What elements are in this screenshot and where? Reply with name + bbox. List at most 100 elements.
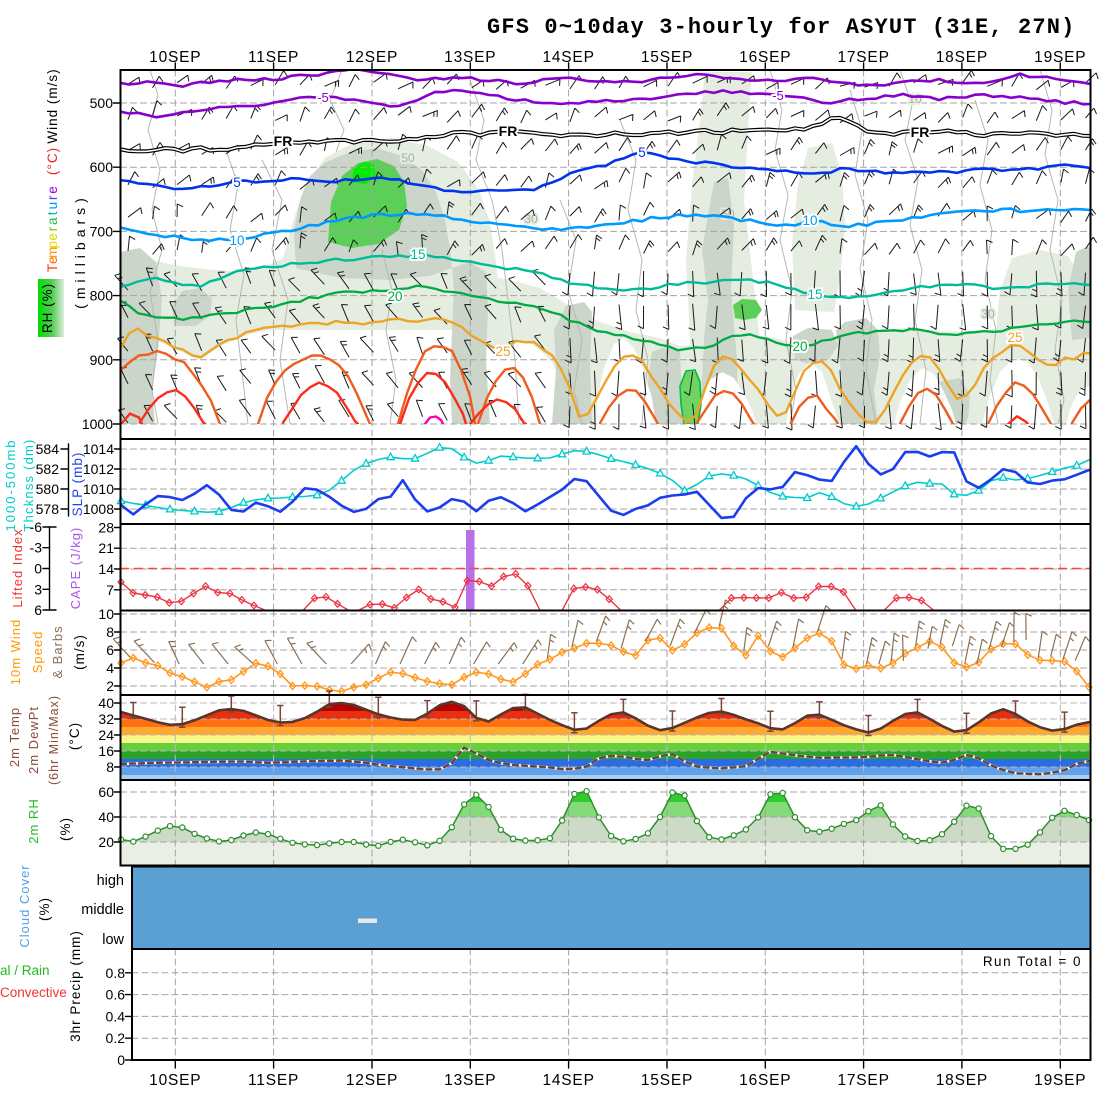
- svg-text:FR: FR: [911, 124, 930, 140]
- svg-text:10m Wind: 10m Wind: [8, 619, 23, 686]
- svg-text:T: T: [45, 264, 60, 272]
- svg-text:14SEP: 14SEP: [542, 1072, 594, 1089]
- svg-text:40: 40: [98, 809, 114, 825]
- svg-text:e: e: [45, 256, 60, 264]
- svg-text:(6hr Min/Max): (6hr Min/Max): [47, 695, 61, 785]
- svg-text:40: 40: [98, 695, 114, 711]
- svg-text:17SEP: 17SEP: [837, 1072, 889, 1089]
- svg-text:al / Rain: al / Rain: [0, 963, 50, 978]
- svg-text:r: r: [45, 195, 60, 200]
- svg-text:low: low: [102, 932, 124, 948]
- svg-text:(m/s): (m/s): [72, 634, 87, 670]
- svg-text:16SEP: 16SEP: [739, 49, 791, 66]
- svg-text:25: 25: [1007, 330, 1022, 345]
- svg-text:8: 8: [106, 759, 114, 775]
- svg-text:& Barbs: & Barbs: [50, 625, 65, 678]
- svg-text:600: 600: [90, 159, 114, 175]
- svg-text:0: 0: [117, 1052, 125, 1068]
- svg-text:21: 21: [98, 540, 114, 556]
- svg-text:0.4: 0.4: [106, 1008, 126, 1024]
- svg-text:(millibars): (millibars): [72, 193, 88, 309]
- svg-text:Cloud Cover: Cloud Cover: [17, 864, 32, 947]
- svg-text:(°C): (°C): [67, 722, 82, 750]
- svg-text:1000: 1000: [82, 416, 113, 432]
- svg-text:10SEP: 10SEP: [149, 1072, 201, 1089]
- svg-text:19SEP: 19SEP: [1034, 1072, 1086, 1089]
- svg-text:1010: 1010: [83, 481, 114, 497]
- svg-text:11SEP: 11SEP: [248, 49, 299, 66]
- svg-text:Run Total = 0: Run Total = 0: [983, 954, 1082, 969]
- svg-text:6: 6: [106, 642, 114, 658]
- svg-text:19SEP: 19SEP: [1034, 49, 1086, 66]
- svg-text:1008: 1008: [83, 501, 114, 517]
- svg-text:500: 500: [90, 95, 114, 111]
- svg-text:2: 2: [106, 678, 114, 694]
- svg-text:0.8: 0.8: [106, 965, 126, 981]
- svg-text:1000-500mb: 1000-500mb: [3, 439, 18, 532]
- svg-text:0.2: 0.2: [106, 1030, 126, 1046]
- svg-text:r: r: [45, 226, 60, 231]
- svg-text:-6: -6: [30, 519, 43, 535]
- svg-text:10SEP: 10SEP: [149, 49, 201, 66]
- svg-text:17SEP: 17SEP: [837, 49, 889, 66]
- svg-text:700: 700: [90, 223, 114, 239]
- svg-text:Wind (m/s): Wind (m/s): [45, 68, 60, 143]
- svg-text:582: 582: [36, 461, 60, 477]
- svg-text:2m RH: 2m RH: [26, 798, 41, 843]
- svg-text:FR: FR: [499, 123, 518, 139]
- svg-text:a: a: [45, 217, 60, 225]
- svg-text:15SEP: 15SEP: [641, 49, 693, 66]
- svg-text:10: 10: [908, 92, 922, 106]
- svg-text:18SEP: 18SEP: [936, 49, 988, 66]
- svg-text:578: 578: [36, 501, 60, 517]
- svg-text:12SEP: 12SEP: [346, 1072, 398, 1089]
- svg-text:middle: middle: [81, 902, 124, 918]
- svg-text:e: e: [45, 186, 60, 194]
- svg-text:20: 20: [387, 289, 402, 304]
- svg-text:high: high: [97, 873, 124, 889]
- svg-text:-5: -5: [317, 90, 329, 105]
- svg-text:25: 25: [495, 344, 510, 359]
- svg-text:(%): (%): [37, 897, 52, 921]
- svg-text:10: 10: [229, 233, 244, 248]
- svg-text:m: m: [45, 247, 60, 258]
- svg-text:10: 10: [802, 213, 817, 228]
- svg-text:-5: -5: [772, 88, 784, 103]
- svg-text:2m DewPt: 2m DewPt: [26, 706, 41, 774]
- svg-text:-3: -3: [30, 540, 43, 556]
- svg-text:24: 24: [98, 727, 114, 743]
- svg-text:20: 20: [792, 339, 807, 354]
- svg-text:60: 60: [98, 784, 114, 800]
- svg-text:11SEP: 11SEP: [248, 1072, 299, 1089]
- svg-text:Convective: Convective: [0, 985, 67, 1000]
- svg-text:e: e: [45, 233, 60, 241]
- svg-text:3: 3: [34, 581, 42, 597]
- svg-text:580: 580: [36, 481, 60, 497]
- svg-text:Speed: Speed: [30, 631, 45, 674]
- svg-text:7: 7: [106, 582, 114, 598]
- svg-text:4: 4: [106, 660, 114, 676]
- svg-text:6: 6: [34, 602, 42, 618]
- svg-text:0.6: 0.6: [106, 987, 126, 1003]
- svg-text:1014: 1014: [83, 441, 114, 457]
- svg-text:28: 28: [98, 520, 114, 536]
- svg-text:FR: FR: [274, 133, 293, 149]
- svg-text:32: 32: [98, 711, 114, 727]
- svg-text:16SEP: 16SEP: [739, 1072, 791, 1089]
- svg-text:(%): (%): [58, 817, 73, 841]
- svg-text:13SEP: 13SEP: [444, 1072, 496, 1089]
- svg-text:30: 30: [524, 212, 538, 226]
- svg-text:1012: 1012: [83, 461, 114, 477]
- svg-text:12SEP: 12SEP: [346, 49, 398, 66]
- svg-text:584: 584: [36, 441, 60, 457]
- svg-text:Lifted Index: Lifted Index: [10, 528, 25, 607]
- svg-text:5: 5: [638, 145, 646, 160]
- svg-text:13SEP: 13SEP: [444, 49, 496, 66]
- svg-text:8: 8: [106, 624, 114, 640]
- svg-text:t: t: [45, 211, 60, 215]
- svg-text:SLP (mb): SLP (mb): [70, 452, 85, 517]
- svg-text:50: 50: [401, 151, 415, 165]
- svg-text:10: 10: [98, 606, 114, 622]
- svg-text:15: 15: [410, 247, 425, 262]
- svg-text:15SEP: 15SEP: [641, 1072, 693, 1089]
